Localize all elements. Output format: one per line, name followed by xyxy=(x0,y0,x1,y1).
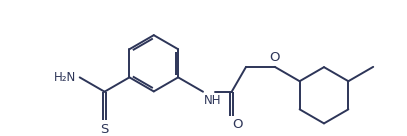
Text: O: O xyxy=(233,118,243,131)
Text: H₂N: H₂N xyxy=(55,71,77,84)
Text: O: O xyxy=(269,51,280,64)
Text: S: S xyxy=(101,123,109,136)
Text: NH: NH xyxy=(204,94,221,107)
